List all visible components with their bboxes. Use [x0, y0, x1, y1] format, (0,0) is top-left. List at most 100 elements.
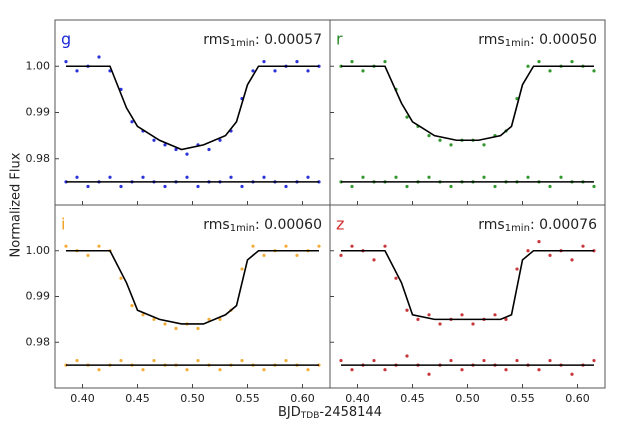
data-point — [570, 372, 574, 376]
data-point — [152, 317, 156, 321]
data-point — [130, 304, 134, 308]
data-point — [262, 60, 266, 64]
data-point — [350, 368, 354, 372]
rms-subscript: 1min — [505, 223, 530, 234]
data-point — [295, 253, 299, 257]
data-point — [163, 322, 167, 326]
rms-value: : 0.00057 — [255, 32, 322, 48]
data-point — [427, 175, 431, 179]
data-point — [207, 317, 211, 321]
data-point — [251, 69, 255, 73]
rms-text: rms — [203, 217, 229, 233]
data-point — [493, 313, 497, 317]
y-tick-label: 1.00 — [26, 244, 51, 257]
data-point — [196, 184, 200, 189]
data-point — [339, 253, 343, 257]
data-point — [218, 138, 222, 142]
data-point — [284, 244, 288, 248]
data-point — [526, 175, 530, 179]
model-line — [341, 249, 594, 321]
data-point — [559, 175, 563, 179]
band-label: i — [61, 215, 65, 234]
data-point — [75, 69, 79, 73]
rms-label: rms1min: 0.00057 — [203, 32, 322, 49]
data-point — [449, 143, 453, 147]
x-tick-label: 0.60 — [565, 392, 590, 405]
data-point — [306, 175, 310, 179]
data-point — [196, 358, 200, 363]
data-point — [306, 69, 310, 73]
data-point — [427, 372, 431, 376]
rms-value: : 0.00050 — [530, 32, 597, 48]
data-point — [339, 358, 343, 363]
data-point — [218, 368, 222, 372]
data-point — [141, 313, 145, 317]
rms-text: rms — [203, 32, 229, 48]
x-tick-label: 0.50 — [180, 392, 205, 405]
data-point — [152, 138, 156, 142]
data-point — [119, 184, 123, 189]
data-point — [185, 175, 189, 179]
data-point — [240, 358, 244, 363]
data-point — [438, 322, 442, 326]
x-axis-label-main: BJD — [278, 405, 301, 420]
data-point — [152, 358, 156, 363]
data-point — [460, 313, 464, 317]
model-line — [66, 65, 319, 151]
rms-subscript: 1min — [505, 38, 530, 49]
data-point — [218, 317, 222, 321]
data-point — [295, 60, 299, 64]
data-point — [504, 317, 508, 321]
data-point — [427, 134, 431, 138]
data-point — [383, 244, 387, 248]
data-point — [405, 308, 409, 312]
y-tick-label: 0.98 — [26, 335, 51, 348]
data-point — [383, 368, 387, 372]
data-point — [394, 175, 398, 179]
data-point — [570, 258, 574, 262]
data-point — [581, 244, 585, 248]
rms-value: : 0.00060 — [255, 217, 322, 233]
data-point — [526, 249, 530, 253]
x-tick-label: 0.55 — [510, 392, 535, 405]
rms-subscript: 1min — [230, 38, 255, 49]
y-tick-label: 0.99 — [26, 290, 51, 303]
data-point — [416, 317, 420, 321]
data-point — [537, 368, 541, 372]
data-point — [262, 368, 266, 372]
data-point — [361, 69, 365, 73]
data-point — [537, 60, 541, 64]
data-point — [108, 175, 112, 179]
data-point — [185, 368, 189, 372]
data-point — [548, 253, 552, 257]
data-point — [240, 184, 244, 189]
rms-label: rms1min: 0.00076 — [478, 217, 597, 234]
data-point — [405, 115, 409, 119]
rms-subscript: 1min — [230, 223, 255, 234]
model-line — [341, 65, 594, 142]
data-point — [350, 184, 354, 189]
data-point — [361, 175, 365, 179]
data-point — [141, 368, 145, 372]
x-tick-label: 0.60 — [290, 392, 315, 405]
data-point — [273, 69, 277, 73]
rms-label: rms1min: 0.00060 — [203, 217, 322, 234]
data-point — [240, 267, 244, 271]
data-point — [284, 358, 288, 363]
data-point — [262, 175, 266, 179]
data-point — [515, 358, 519, 363]
data-point — [482, 358, 486, 363]
data-point — [174, 147, 178, 152]
data-point — [262, 253, 266, 257]
data-point — [163, 143, 167, 147]
data-point — [394, 276, 398, 280]
data-point — [405, 354, 409, 358]
data-point — [350, 244, 354, 248]
data-point — [196, 326, 200, 331]
data-point — [119, 358, 123, 363]
x-tick-label: 0.45 — [400, 392, 425, 405]
data-point — [493, 184, 497, 189]
x-tick-label: 0.55 — [235, 392, 260, 405]
data-point — [548, 358, 552, 363]
